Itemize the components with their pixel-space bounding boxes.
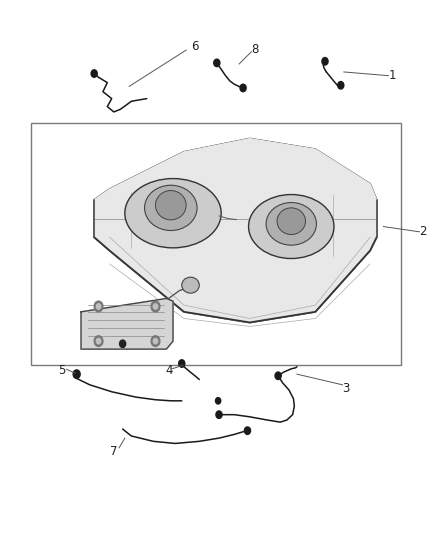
Text: 7: 7 xyxy=(110,446,118,458)
Circle shape xyxy=(338,82,344,89)
Circle shape xyxy=(94,336,103,346)
Circle shape xyxy=(275,372,281,379)
Circle shape xyxy=(179,360,185,367)
Circle shape xyxy=(94,301,103,312)
Circle shape xyxy=(151,336,160,346)
Ellipse shape xyxy=(249,195,334,259)
Circle shape xyxy=(322,58,328,65)
Polygon shape xyxy=(94,139,377,322)
Circle shape xyxy=(215,398,221,404)
Text: 6: 6 xyxy=(191,41,199,53)
Circle shape xyxy=(153,338,158,344)
Circle shape xyxy=(216,411,222,418)
Polygon shape xyxy=(81,298,173,349)
Ellipse shape xyxy=(155,190,186,220)
Ellipse shape xyxy=(125,179,221,248)
Text: 8: 8 xyxy=(251,43,258,55)
Bar xyxy=(31,123,401,365)
Circle shape xyxy=(151,301,160,312)
Circle shape xyxy=(96,304,101,309)
Ellipse shape xyxy=(266,203,316,245)
Ellipse shape xyxy=(145,185,197,231)
Ellipse shape xyxy=(277,208,306,235)
Circle shape xyxy=(153,304,158,309)
Text: 2: 2 xyxy=(419,225,427,238)
Circle shape xyxy=(96,338,101,344)
Circle shape xyxy=(73,370,80,378)
Text: 4: 4 xyxy=(165,364,173,377)
Text: 3: 3 xyxy=(343,382,350,394)
Circle shape xyxy=(91,70,97,77)
Text: 5: 5 xyxy=(58,364,65,377)
Circle shape xyxy=(120,340,126,348)
Circle shape xyxy=(214,59,220,67)
Ellipse shape xyxy=(182,277,199,293)
Circle shape xyxy=(244,427,251,434)
Circle shape xyxy=(240,84,246,92)
Text: 1: 1 xyxy=(388,69,396,82)
